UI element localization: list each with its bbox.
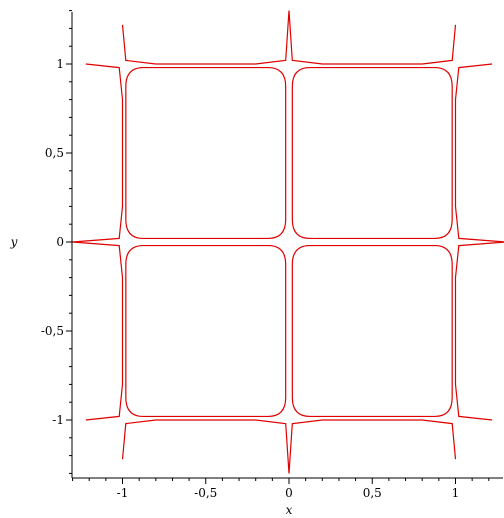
- x-tick-label: 0,5: [363, 486, 382, 500]
- y-tick-label: -1: [52, 413, 64, 427]
- y-axis-label: y: [10, 235, 18, 249]
- x-tick-label: 1: [452, 486, 460, 500]
- outer-boundary-curve: [72, 63, 124, 421]
- plot-curves: [72, 10, 504, 474]
- y-tick-label: 0: [56, 235, 64, 249]
- outer-boundary-curve: [121, 10, 457, 65]
- x-tick-label: -0,5: [194, 486, 217, 500]
- x-tick-label: -1: [117, 486, 129, 500]
- closed-cell-curve: [125, 66, 287, 240]
- y-tick-label: -0,5: [41, 324, 64, 338]
- outer-boundary-curve: [454, 63, 504, 421]
- closed-cell-curve: [291, 244, 453, 418]
- closed-cell-curve: [125, 244, 287, 418]
- closed-cell-curve: [291, 66, 453, 240]
- y-tick-label: 1: [56, 57, 64, 71]
- outer-boundary-curve: [121, 419, 457, 474]
- x-tick-label: 0: [285, 486, 293, 500]
- y-tick-label: 0,5: [45, 146, 64, 160]
- axis-ticks: 1 0,5 0 -0,5 -1 -1 -0,5 0 0,5 1: [41, 10, 490, 500]
- x-axis-label: x: [286, 503, 293, 517]
